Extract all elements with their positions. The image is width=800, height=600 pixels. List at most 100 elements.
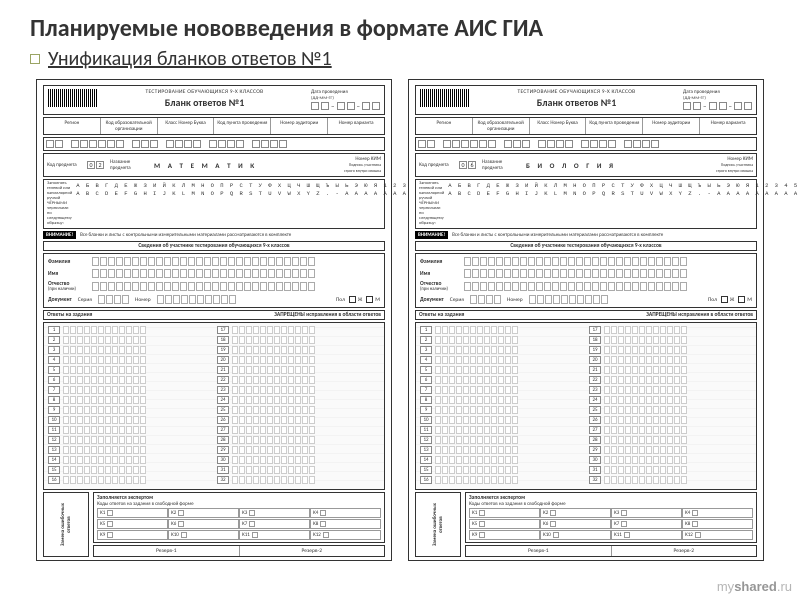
answer-number: 4 <box>420 356 432 364</box>
subject-row: Код предмета 02 Название предмета М А Т … <box>43 153 385 177</box>
answer-row: 16 <box>420 476 583 484</box>
k-cell: К7 <box>239 519 310 529</box>
k-cell: К12 <box>310 530 381 540</box>
answer-number: 29 <box>589 446 601 454</box>
answer-row: 17 <box>217 326 380 334</box>
answer-row: 23 <box>217 386 380 394</box>
answer-number: 14 <box>48 456 60 464</box>
answer-number: 19 <box>589 346 601 354</box>
answer-number: 32 <box>589 476 601 484</box>
answer-row: 24 <box>217 396 380 404</box>
answer-row: 18 <box>589 336 752 344</box>
subject-name: М А Т Е М А Т И К <box>150 161 331 170</box>
k-cell: К7 <box>611 519 682 529</box>
answer-row: 9 <box>420 406 583 414</box>
date-block: Дата проведения (ДД-ММ-ГГ) –– <box>683 89 752 111</box>
answer-row: 21 <box>589 366 752 374</box>
answer-row: 26 <box>589 416 752 424</box>
field-cells-row <box>43 137 385 151</box>
answer-row: 31 <box>589 466 752 474</box>
subject-code: 02 <box>87 161 104 169</box>
answer-row: 7 <box>420 386 583 394</box>
answer-row: 13 <box>420 446 583 454</box>
answer-row: 4 <box>48 356 211 364</box>
answer-row: 5 <box>420 366 583 374</box>
answer-number: 11 <box>420 426 432 434</box>
answer-number: 26 <box>217 416 229 424</box>
k-cell: К8 <box>682 519 753 529</box>
personal-block: Фамилия Имя Отчество(при наличии) Докуме… <box>43 253 385 308</box>
answer-number: 6 <box>420 376 432 384</box>
k-cell: К3 <box>239 508 310 518</box>
answer-number: 18 <box>589 336 601 344</box>
watermark: myshared.ru <box>717 579 792 594</box>
answer-row: 10 <box>48 416 211 424</box>
field-labels-row: РегионКод образовательной организацииКла… <box>43 117 385 135</box>
answer-row: 17 <box>589 326 752 334</box>
answer-row: 4 <box>420 356 583 364</box>
answer-number: 8 <box>420 396 432 404</box>
personal-section-title: Сведения об участнике тестирования обуча… <box>43 241 385 251</box>
answer-row: 9 <box>48 406 211 414</box>
answer-number: 31 <box>589 466 601 474</box>
answer-number: 22 <box>589 376 601 384</box>
answer-number: 26 <box>589 416 601 424</box>
answer-row: 2 <box>420 336 583 344</box>
expert-block: Заполняется экспертом Коды ответов на за… <box>93 492 385 543</box>
answer-row: 19 <box>589 346 752 354</box>
answer-number: 23 <box>589 386 601 394</box>
answer-row: 14 <box>48 456 211 464</box>
answer-number: 18 <box>217 336 229 344</box>
slide-title: Планируемые нововведения в формате АИС Г… <box>30 14 770 43</box>
date-block: Дата проведения (ДД-ММ-ГГ) –– <box>311 89 380 111</box>
answer-row: 8 <box>420 396 583 404</box>
answer-row: 29 <box>217 446 380 454</box>
answer-number: 24 <box>589 396 601 404</box>
answer-number: 12 <box>420 436 432 444</box>
replace-label: Замена ошибочных ответов <box>415 492 461 557</box>
answers-grid: 1 2 3 4 5 6 7 8 9 10 11 12 13 14 <box>43 322 385 490</box>
answer-number: 30 <box>589 456 601 464</box>
answer-row: 25 <box>589 406 752 414</box>
answer-number: 21 <box>589 366 601 374</box>
watermark-suffix: .ru <box>777 579 792 594</box>
answer-row: 30 <box>589 456 752 464</box>
answer-row: 28 <box>589 436 752 444</box>
replace-label: Замена ошибочных ответов <box>43 492 89 557</box>
answer-number: 9 <box>48 406 60 414</box>
answer-row: 13 <box>48 446 211 454</box>
answer-number: 1 <box>420 326 432 334</box>
answer-number: 25 <box>589 406 601 414</box>
warning-bar: ВНИМАНИЕ! Все бланки и листы с контрольн… <box>43 231 385 239</box>
answer-number: 28 <box>217 436 229 444</box>
answer-number: 1 <box>48 326 60 334</box>
answer-row: 23 <box>589 386 752 394</box>
answer-row: 26 <box>217 416 380 424</box>
answer-number: 15 <box>48 466 60 474</box>
alphabet-sample: Заполнять гелевой или капиллярной ручкой… <box>415 179 757 229</box>
answer-number: 32 <box>217 476 229 484</box>
form-header: ТЕСТИРОВАНИЕ ОБУЧАЮЩИХСЯ 9-Х КЛАССОВ Бла… <box>43 85 385 115</box>
gender-block: Пол Ж М <box>336 296 380 303</box>
k-cell: К11 <box>239 530 310 540</box>
slide: Планируемые нововведения в формате АИС Г… <box>0 0 800 571</box>
form-title: Бланк ответов №1 <box>165 96 245 109</box>
answer-row: 25 <box>217 406 380 414</box>
answer-number: 30 <box>217 456 229 464</box>
slide-subtitle: Унификация бланков ответов №1 <box>48 47 332 71</box>
answers-grid: 1 2 3 4 5 6 7 8 9 10 11 12 13 14 <box>415 322 757 490</box>
answer-row: 11 <box>420 426 583 434</box>
answer-number: 31 <box>217 466 229 474</box>
k-cell: К6 <box>168 519 239 529</box>
answer-number: 27 <box>589 426 601 434</box>
answer-row: 11 <box>48 426 211 434</box>
answer-row: 28 <box>217 436 380 444</box>
personal-section-title: Сведения об участнике тестирования обуча… <box>415 241 757 251</box>
k-cell: К10 <box>540 530 611 540</box>
answer-number: 17 <box>589 326 601 334</box>
answer-number: 7 <box>420 386 432 394</box>
k-cell: К10 <box>168 530 239 540</box>
answer-form: ТЕСТИРОВАНИЕ ОБУЧАЮЩИХСЯ 9-Х КЛАССОВ Бла… <box>36 79 392 561</box>
answer-row: 12 <box>48 436 211 444</box>
answer-number: 10 <box>48 416 60 424</box>
